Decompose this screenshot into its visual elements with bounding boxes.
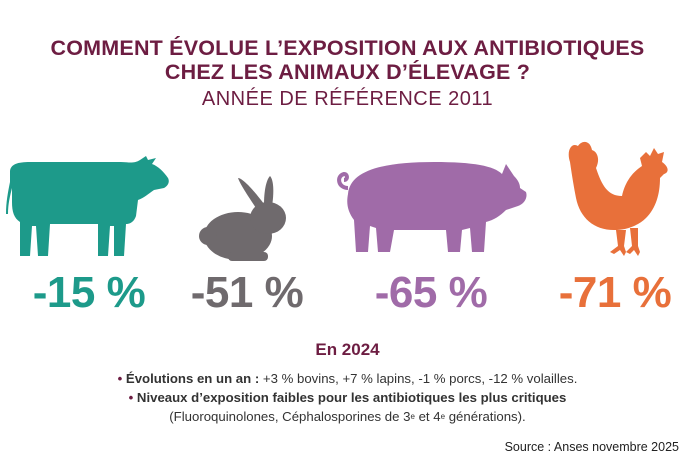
evolutions-line: • Évolutions en un an : +3 % bovins, +7 …	[0, 371, 695, 386]
evolutions-label: Évolutions en un an :	[125, 371, 260, 386]
rabbit-icon	[199, 176, 286, 261]
detail-part-2: et 4	[414, 409, 441, 424]
source-note: Source : Anses novembre 2025	[504, 440, 679, 454]
detail-part-1: (Fluoroquinolones, Céphalosporines de 3	[169, 409, 411, 424]
subtitle: ANNÉE DE RÉFÉRENCE 2011	[201, 88, 494, 110]
rabbit-percentage: -51 %	[190, 268, 304, 317]
detail-sup-1: e	[410, 412, 415, 421]
chicken-percentage: -71 %	[558, 268, 672, 317]
cow-percentage: -15 %	[32, 268, 146, 317]
title-line-2: CHEZ LES ANIMAUX D’ÉLEVAGE ?	[164, 60, 531, 84]
pig-icon	[337, 162, 527, 252]
niveaux-label: Niveaux d’exposition faibles pour les an…	[136, 390, 567, 405]
detail-part-3: générations).	[445, 409, 526, 424]
bullet: •	[117, 371, 123, 386]
niveaux-line: • Niveaux d’exposition faibles pour les …	[0, 390, 695, 405]
pig-percentage: -65 %	[374, 268, 488, 317]
niveaux-detail: (Fluoroquinolones, Céphalosporines de 3e…	[0, 409, 695, 424]
cow-icon	[6, 156, 169, 256]
bullet: •	[128, 390, 134, 405]
title-line-1: COMMENT ÉVOLUE L’EXPOSITION AUX ANTIBIOT…	[50, 36, 645, 60]
evolutions-text: +3 % bovins, +7 % lapins, -1 % porcs, -1…	[262, 371, 578, 386]
detail-sup-2: e	[440, 412, 446, 421]
chicken-icon	[568, 141, 668, 256]
year-heading: En 2024	[315, 340, 380, 359]
